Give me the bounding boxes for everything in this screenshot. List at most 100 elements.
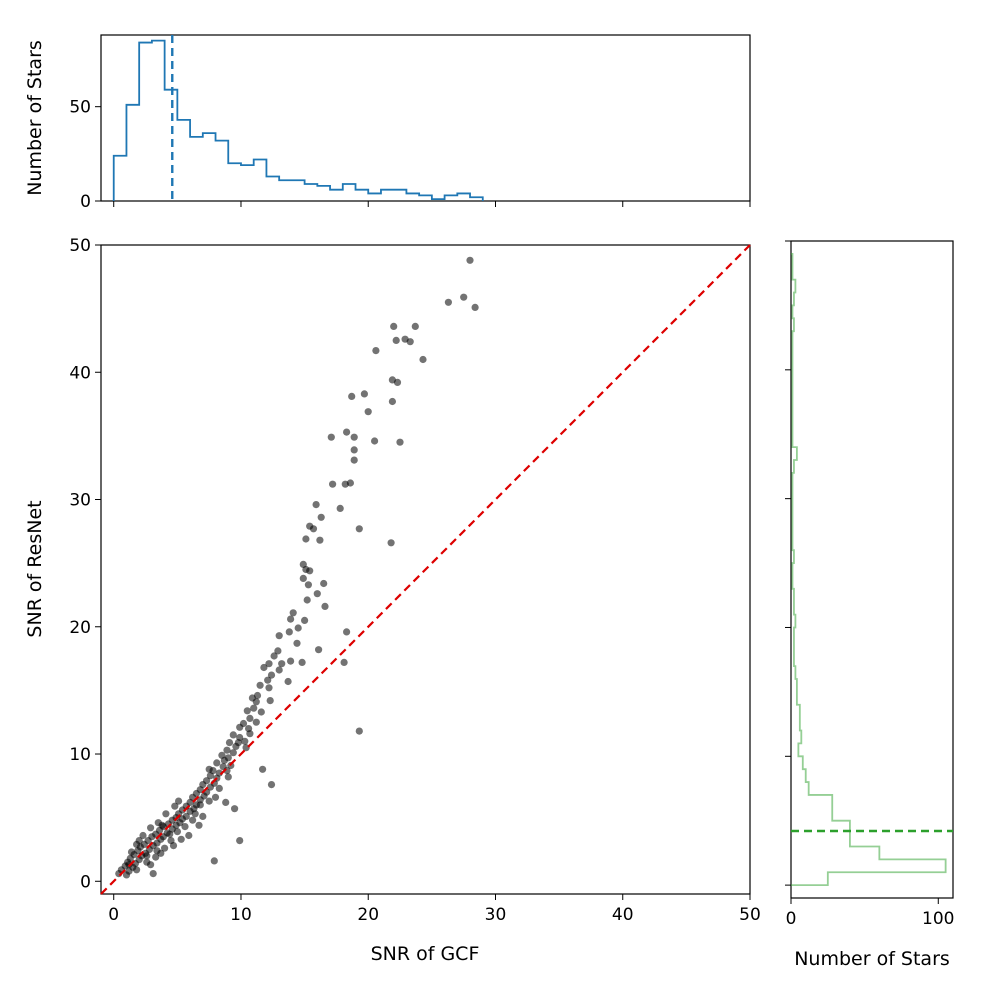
scatter-point — [154, 819, 162, 827]
scatter-point — [161, 844, 169, 852]
right-x-tick-label: 100 — [922, 909, 954, 929]
scatter-point — [287, 615, 295, 623]
scatter-point — [246, 714, 254, 723]
main-ylabel: SNR of ResNet — [24, 500, 46, 637]
scatter-point — [406, 338, 414, 346]
scatter-point — [241, 737, 249, 745]
scatter-point — [267, 671, 276, 679]
right-x-tick-label: 0 — [786, 909, 797, 929]
reference-line — [100, 244, 751, 895]
scatter-point — [189, 816, 197, 824]
scatter-point — [293, 639, 301, 647]
scatter-point — [411, 322, 419, 330]
scatter-point — [284, 677, 292, 686]
scatter-point — [162, 810, 170, 818]
scatter-point — [195, 821, 203, 829]
scatter-point — [355, 525, 363, 533]
scatter-point — [210, 857, 218, 865]
scatter-point — [246, 730, 254, 738]
right-histogram-frame — [790, 240, 954, 899]
scatter-point — [250, 704, 258, 712]
scatter-point — [460, 293, 468, 301]
scatter-point — [466, 256, 474, 264]
scatter-point — [122, 871, 131, 879]
scatter-point — [265, 684, 273, 692]
y-tick-label: 30 — [69, 491, 91, 511]
scatter-point — [364, 408, 372, 416]
scatter-point — [175, 797, 183, 805]
scatter-point — [275, 632, 283, 640]
scatter-point — [320, 579, 328, 588]
scatter-point — [317, 513, 325, 521]
x-tick-label: 50 — [739, 905, 761, 925]
scatter-point — [173, 828, 181, 836]
scatter-point — [303, 596, 311, 604]
scatter-point — [185, 831, 193, 840]
scatter-point — [444, 298, 452, 306]
scatter-point — [206, 772, 214, 780]
scatter-point — [181, 823, 189, 831]
scatter-point — [312, 501, 320, 509]
scatter-point — [343, 628, 351, 636]
scatter-point — [287, 657, 295, 665]
scatter-point — [313, 590, 321, 598]
scatter-point — [205, 765, 213, 773]
scatter-point — [316, 536, 324, 544]
scatter-point — [350, 446, 358, 454]
scatter-point — [139, 831, 147, 840]
scatter-point — [274, 647, 282, 655]
scatter-point — [152, 853, 160, 861]
y-tick-label: 20 — [69, 618, 91, 638]
scatter-point — [259, 765, 267, 773]
scatter-point — [147, 824, 155, 832]
scatter-point — [229, 731, 237, 739]
scatter-point — [387, 539, 395, 547]
scatter-point — [166, 830, 174, 838]
right-histogram-ticks: 0 100 — [785, 240, 954, 929]
scatter-point — [393, 378, 402, 386]
scatter-point — [257, 708, 265, 716]
top-histogram-ylabel: Number of Stars — [24, 40, 46, 196]
right-histogram-step — [791, 252, 947, 887]
y-tick-label: 0 — [80, 872, 91, 892]
scatter-point — [327, 433, 335, 441]
top-histogram-marks — [112, 35, 484, 201]
top-histogram-frame — [100, 34, 751, 202]
scatter-point — [343, 428, 351, 436]
identity-line — [100, 244, 751, 895]
y-tick-label: 50 — [69, 236, 91, 256]
scatter-point — [213, 759, 221, 767]
right-histogram-panel: 0 100 Number of Stars — [785, 240, 954, 970]
y-tick-label: 40 — [69, 363, 91, 383]
scatter-point — [471, 303, 479, 311]
scatter-point — [350, 433, 358, 441]
x-tick-label: 40 — [612, 905, 634, 925]
scatter-point — [301, 616, 309, 625]
scatter-point — [127, 848, 136, 856]
scatter-point — [205, 797, 213, 805]
top-y-tick-label: 50 — [69, 98, 91, 118]
scatter-point — [265, 660, 273, 668]
scatter-point — [299, 574, 307, 583]
scatter-point — [206, 783, 214, 791]
scatter-point — [149, 870, 157, 878]
scatter-point — [260, 663, 268, 672]
scatter-point — [298, 658, 306, 667]
scatter-point — [147, 861, 155, 869]
scatter-point — [229, 749, 237, 757]
scatter-point — [143, 852, 151, 860]
scatter-point — [256, 681, 264, 689]
scatter-point — [315, 646, 323, 654]
scatter-point — [211, 793, 220, 801]
scatter-point — [289, 609, 297, 617]
main-scatter-ticks: 0 10 20 30 40 50 0 10 20 30 40 50 — [69, 236, 760, 925]
scatter-point — [243, 707, 251, 715]
scatter-point — [329, 480, 337, 488]
scatter-point — [252, 698, 260, 706]
scatter-point — [234, 739, 242, 747]
scatter-point — [167, 837, 175, 845]
scatter-point — [302, 535, 310, 543]
scatter-point — [360, 390, 368, 398]
top-histogram-panel: 0 50 Number of Stars — [24, 34, 751, 212]
